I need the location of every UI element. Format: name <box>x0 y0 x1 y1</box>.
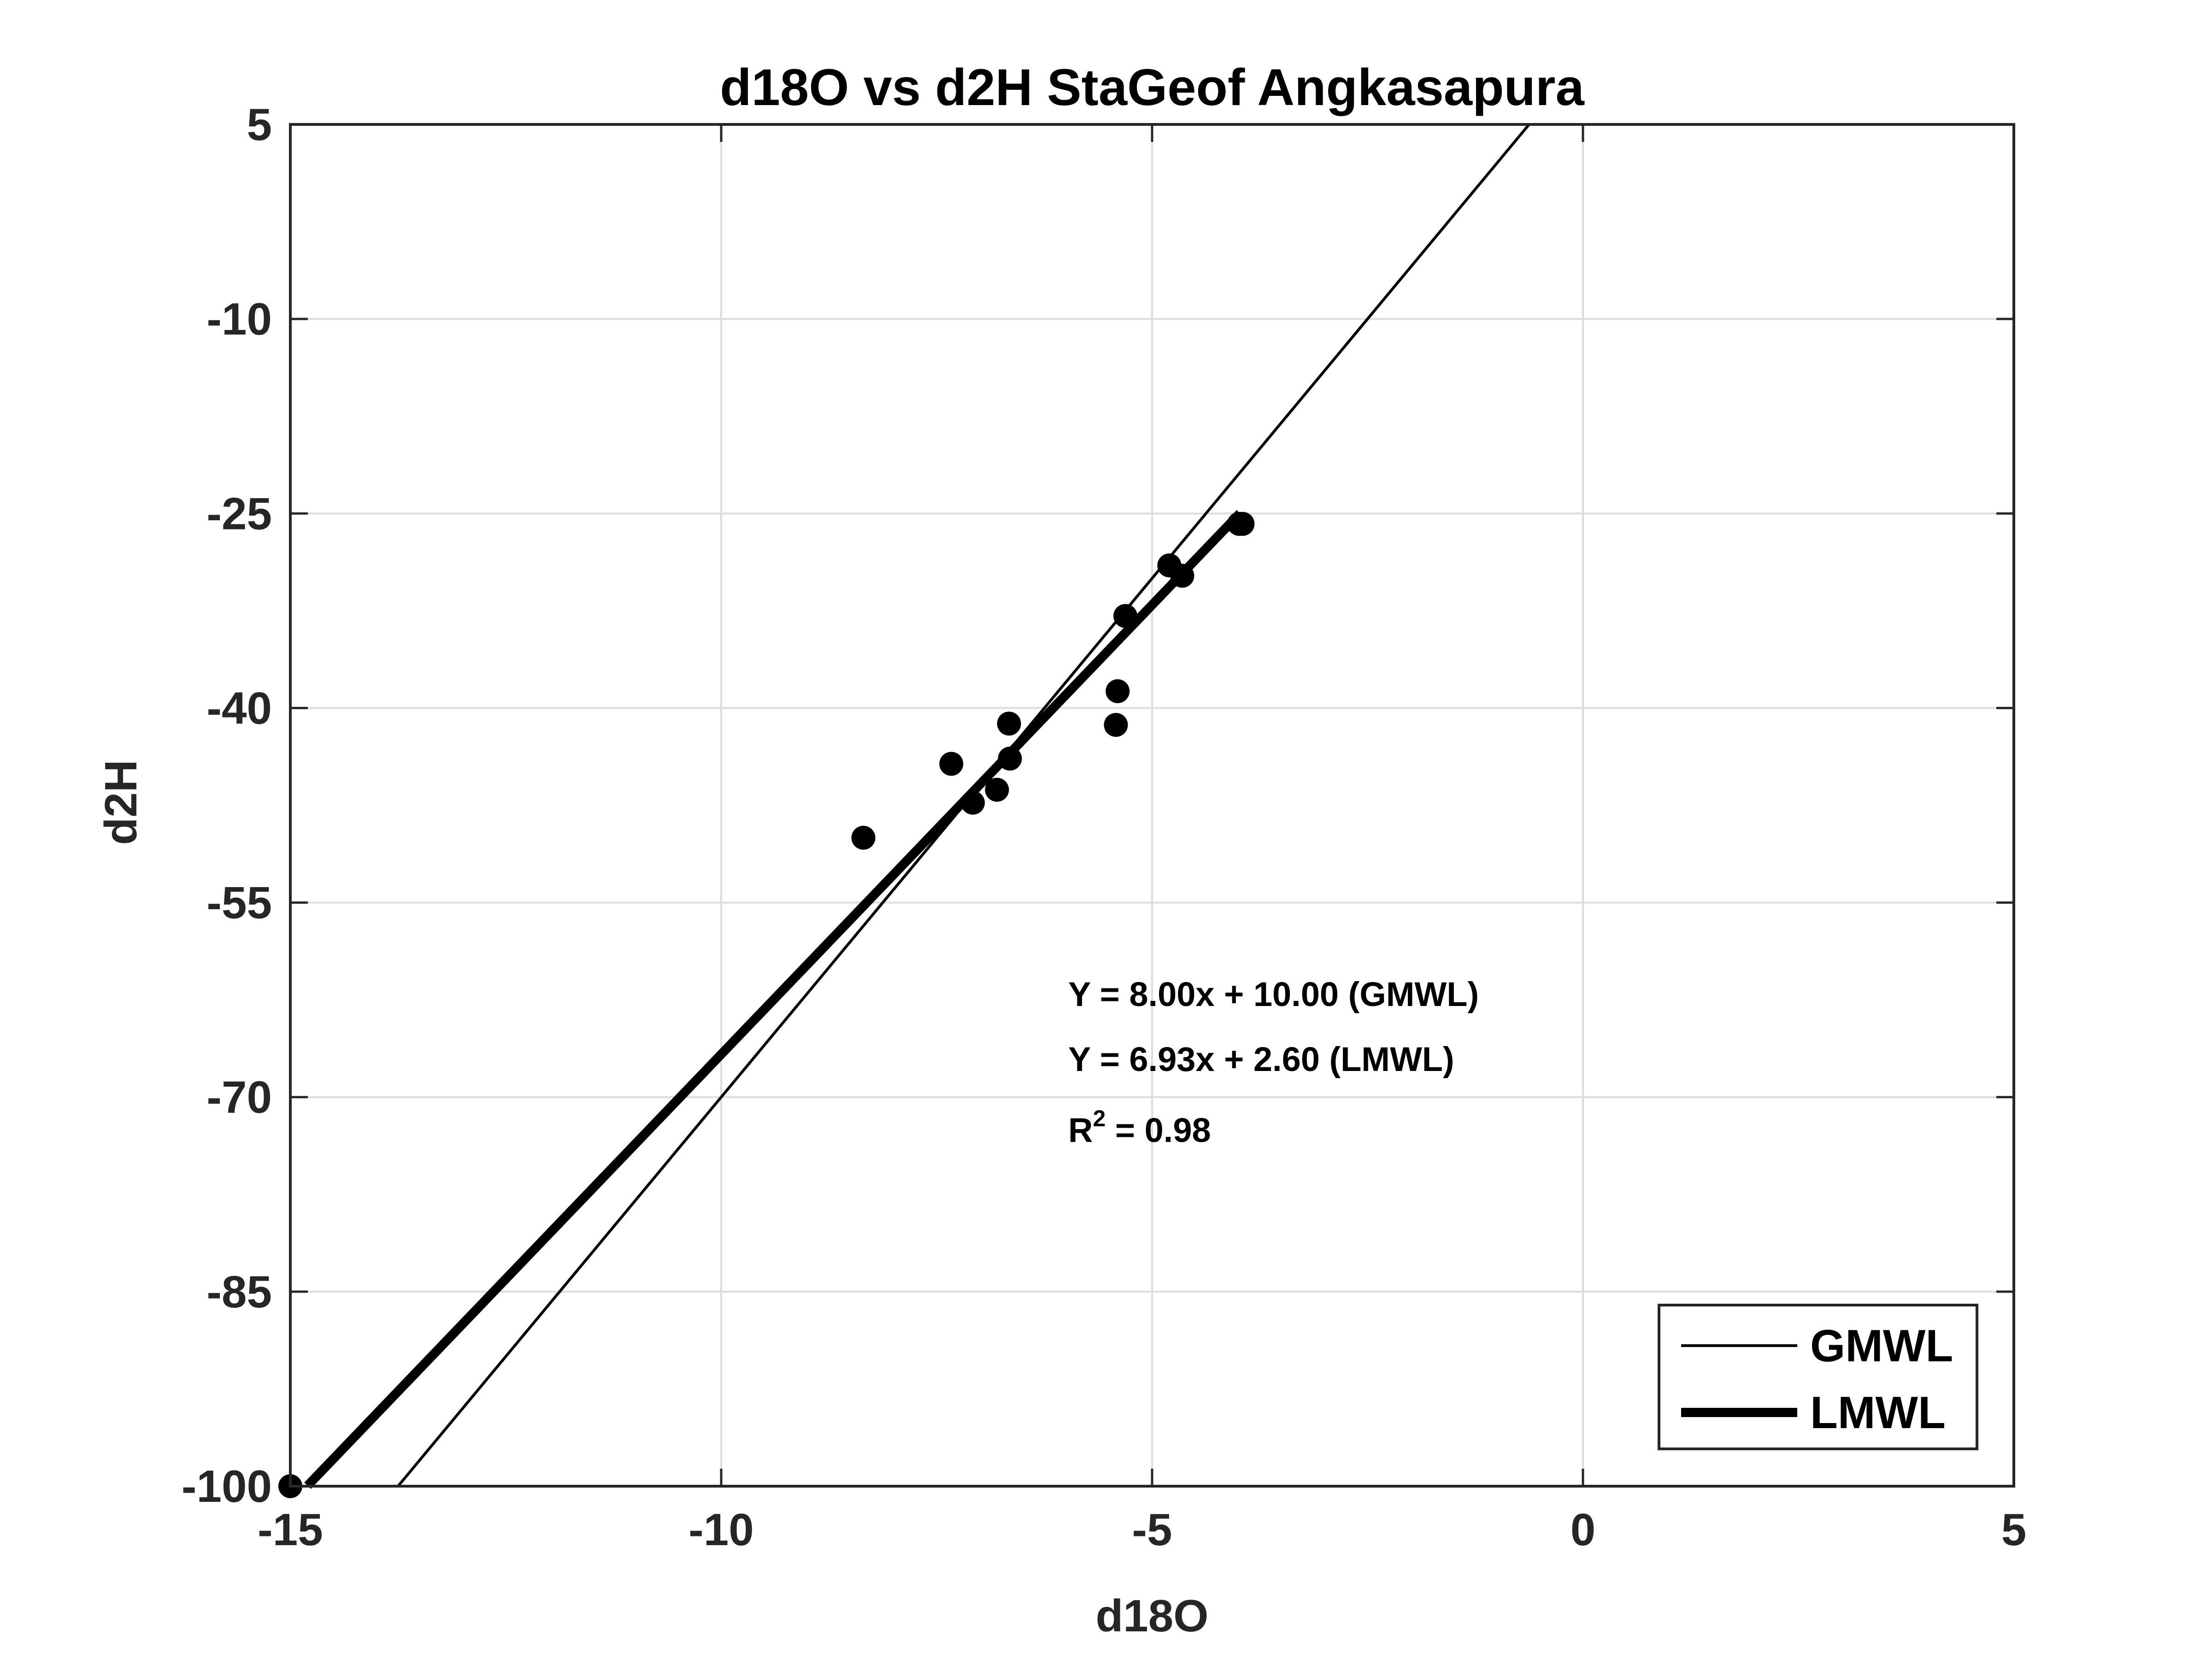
data-point <box>998 747 1022 771</box>
legend-gmwl-label: GMWL <box>1810 1320 1953 1371</box>
data-point <box>1104 713 1128 737</box>
legend: GMWL LMWL <box>1658 1304 1978 1450</box>
lmwl-equation: Y = 6.93x + 2.60 (LMWL) <box>1068 1040 1454 1078</box>
y-tick-label: -25 <box>206 488 272 539</box>
data-point <box>1170 564 1194 588</box>
x-tick-label: 5 <box>2001 1504 2027 1555</box>
lmwl-line <box>304 510 1243 1489</box>
data-points <box>278 512 1255 1498</box>
data-point <box>851 825 876 850</box>
data-point <box>961 790 985 815</box>
y-axis-label: d2H <box>95 759 146 845</box>
y-tick-label: -10 <box>206 294 272 344</box>
legend-lmwl-label: LMWL <box>1810 1387 1946 1438</box>
y-tick-label: -55 <box>206 877 272 928</box>
tick-marks <box>289 123 2015 1488</box>
gmwl-equation: Y = 8.00x + 10.00 (GMWL) <box>1068 975 1479 1013</box>
y-tick-label: -40 <box>206 682 272 733</box>
x-tick-label: -5 <box>1132 1504 1172 1555</box>
data-point <box>1106 679 1130 703</box>
data-point <box>1113 604 1138 628</box>
y-tick-label: -100 <box>182 1461 272 1512</box>
y-tick-label: -70 <box>206 1072 272 1123</box>
legend-box <box>1658 1304 1978 1450</box>
r-squared-value: = 0.98 <box>1106 1111 1211 1149</box>
chart-title: d18O vs d2H StaGeof Angkasapura <box>720 59 1584 116</box>
x-tick-label: -15 <box>258 1504 323 1555</box>
r-squared-superscript: 2 <box>1093 1106 1106 1131</box>
data-point <box>985 777 1009 802</box>
y-tick-label: -85 <box>206 1266 272 1317</box>
data-point <box>1230 512 1255 536</box>
x-tick-label: -10 <box>688 1504 754 1555</box>
equation-annotations: Y = 8.00x + 10.00 (GMWL) Y = 6.93x + 2.6… <box>1068 975 1479 1149</box>
r-squared-base: R <box>1068 1111 1093 1149</box>
tick-labels: -15 -10 -5 0 5 -100 -85 -70 -55 -40 -25 -10 5 <box>182 99 2026 1555</box>
grid <box>289 124 2015 1487</box>
data-point <box>939 752 964 776</box>
r-squared-annotation: R2 = 0.98 <box>1068 1106 1211 1149</box>
data-point <box>997 712 1021 736</box>
y-tick-label: 5 <box>247 99 272 150</box>
x-axis-label: d18O <box>1095 1590 1208 1641</box>
x-tick-label: 0 <box>1571 1504 1596 1555</box>
